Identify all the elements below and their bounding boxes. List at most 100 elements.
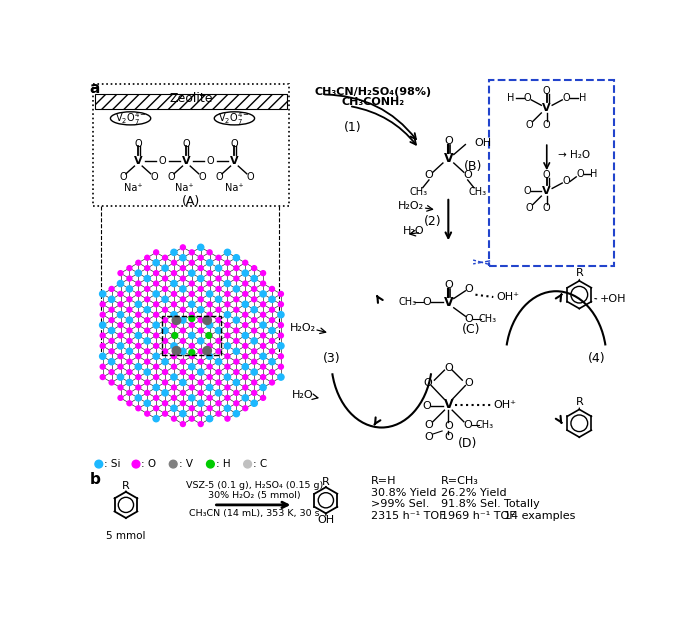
Circle shape bbox=[126, 317, 132, 323]
Circle shape bbox=[269, 339, 275, 344]
Circle shape bbox=[172, 332, 177, 339]
Circle shape bbox=[278, 354, 284, 359]
Circle shape bbox=[260, 302, 266, 307]
Circle shape bbox=[153, 384, 159, 391]
Text: V: V bbox=[543, 186, 551, 196]
Circle shape bbox=[203, 347, 212, 355]
Circle shape bbox=[216, 265, 222, 271]
Circle shape bbox=[162, 411, 168, 416]
Circle shape bbox=[179, 286, 186, 292]
Circle shape bbox=[225, 405, 231, 411]
Circle shape bbox=[189, 250, 195, 255]
Circle shape bbox=[189, 344, 195, 349]
Circle shape bbox=[206, 353, 213, 359]
Circle shape bbox=[180, 391, 186, 396]
Text: OH: OH bbox=[474, 138, 491, 148]
Text: O: O bbox=[543, 120, 551, 130]
Circle shape bbox=[207, 406, 212, 411]
Circle shape bbox=[242, 374, 248, 379]
Circle shape bbox=[269, 318, 275, 322]
Circle shape bbox=[162, 318, 168, 322]
Bar bbox=[162, 316, 221, 355]
Circle shape bbox=[216, 255, 221, 260]
Circle shape bbox=[260, 396, 266, 400]
Circle shape bbox=[145, 349, 150, 354]
Text: O: O bbox=[425, 432, 434, 442]
Text: R=CH₃: R=CH₃ bbox=[440, 476, 478, 486]
Text: V: V bbox=[134, 157, 142, 167]
Circle shape bbox=[242, 270, 249, 277]
Circle shape bbox=[207, 312, 212, 317]
Bar bbox=[97, 224, 288, 453]
Circle shape bbox=[260, 364, 266, 369]
Circle shape bbox=[269, 327, 275, 334]
Circle shape bbox=[234, 391, 239, 396]
Circle shape bbox=[251, 266, 257, 271]
Circle shape bbox=[109, 380, 114, 385]
Circle shape bbox=[260, 384, 266, 391]
Circle shape bbox=[136, 406, 141, 411]
Circle shape bbox=[242, 312, 248, 317]
Circle shape bbox=[260, 333, 266, 338]
Circle shape bbox=[171, 271, 177, 276]
Text: (2): (2) bbox=[424, 215, 442, 228]
Circle shape bbox=[171, 364, 177, 369]
Text: O: O bbox=[562, 176, 570, 186]
Text: VSZ-5 (0.1 g), H₂SO₄ (0.15 g): VSZ-5 (0.1 g), H₂SO₄ (0.15 g) bbox=[186, 481, 323, 490]
Circle shape bbox=[207, 281, 212, 286]
Circle shape bbox=[118, 333, 123, 338]
Circle shape bbox=[216, 296, 222, 302]
Circle shape bbox=[260, 344, 266, 349]
Circle shape bbox=[162, 380, 168, 385]
Text: a: a bbox=[90, 82, 100, 97]
Circle shape bbox=[171, 292, 177, 297]
Circle shape bbox=[251, 349, 257, 354]
Text: O: O bbox=[444, 363, 453, 373]
Circle shape bbox=[234, 339, 239, 344]
Circle shape bbox=[135, 270, 141, 277]
Text: V: V bbox=[230, 157, 239, 167]
Text: 14 examples: 14 examples bbox=[504, 510, 575, 520]
Text: V: V bbox=[443, 398, 453, 411]
Text: 1969 h⁻¹ TOF: 1969 h⁻¹ TOF bbox=[440, 510, 515, 520]
Circle shape bbox=[144, 307, 150, 313]
Circle shape bbox=[234, 266, 239, 271]
Text: 91.8% Sel.: 91.8% Sel. bbox=[440, 499, 500, 509]
Text: CH₃CN/H₂SO₄(98%): CH₃CN/H₂SO₄(98%) bbox=[314, 87, 432, 97]
Text: O: O bbox=[134, 139, 142, 149]
Text: (D): (D) bbox=[458, 437, 477, 450]
Circle shape bbox=[99, 322, 105, 328]
Text: R=H: R=H bbox=[371, 476, 397, 486]
Circle shape bbox=[188, 270, 195, 277]
Circle shape bbox=[251, 369, 258, 375]
Circle shape bbox=[207, 333, 212, 338]
Circle shape bbox=[179, 379, 186, 386]
Circle shape bbox=[197, 369, 204, 375]
Circle shape bbox=[242, 260, 248, 265]
Circle shape bbox=[162, 296, 168, 302]
Text: O: O bbox=[167, 172, 175, 182]
Circle shape bbox=[216, 369, 221, 374]
Text: OH⁺: OH⁺ bbox=[497, 292, 519, 302]
Circle shape bbox=[188, 332, 195, 339]
Circle shape bbox=[260, 312, 266, 317]
Circle shape bbox=[171, 250, 177, 255]
Circle shape bbox=[171, 312, 177, 318]
Circle shape bbox=[136, 344, 141, 349]
Circle shape bbox=[198, 359, 203, 364]
Circle shape bbox=[118, 323, 123, 327]
Circle shape bbox=[234, 255, 240, 261]
Text: Na⁺: Na⁺ bbox=[175, 184, 193, 194]
Text: O: O bbox=[463, 420, 472, 430]
Circle shape bbox=[180, 328, 186, 333]
Circle shape bbox=[189, 349, 195, 356]
Circle shape bbox=[153, 250, 159, 255]
Circle shape bbox=[136, 312, 141, 317]
Circle shape bbox=[251, 391, 257, 396]
Text: : Si: : Si bbox=[104, 459, 121, 469]
Circle shape bbox=[198, 421, 203, 426]
Text: O: O bbox=[425, 171, 434, 181]
Circle shape bbox=[189, 354, 195, 359]
Circle shape bbox=[171, 354, 177, 359]
Circle shape bbox=[189, 260, 195, 265]
